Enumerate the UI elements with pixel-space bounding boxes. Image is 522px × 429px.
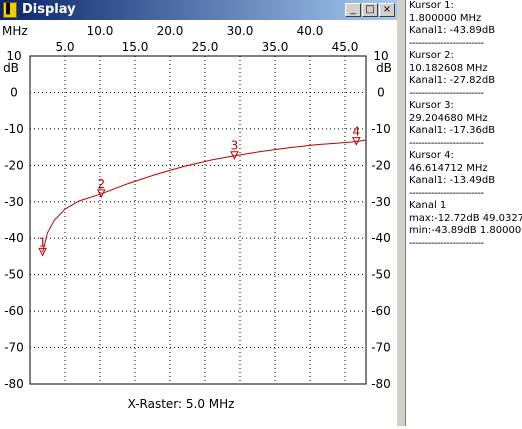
y-tick-label-right: -70	[371, 341, 391, 355]
y-tick-label-right: -80	[371, 377, 391, 391]
plot-panel: 10 10 0 0 -10 -10 -20 -20 -30 -30 -40 -40 -50 -50 -60 -…	[0, 20, 397, 426]
cursor-readout-panel: Kursor 1: 1.800000 MHz Kanal1: -43.89dB ---…	[405, 0, 522, 426]
y-tick-label-right: -20	[371, 158, 391, 172]
y-tick-label-left: -60	[4, 304, 24, 318]
readout-line: Kanal 1	[409, 200, 447, 211]
y-tick-label-left: -40	[4, 231, 24, 245]
readout-line: 10.182608 MHz	[409, 62, 488, 74]
readout-line: max:-12.72dB 49.0327	[409, 212, 522, 224]
y-tick-label-left: -30	[4, 195, 24, 209]
minimize-button[interactable]: _	[345, 3, 361, 17]
close-button[interactable]: ×	[379, 3, 395, 17]
y-tick-label-left: -80	[4, 377, 24, 391]
splitter[interactable]	[398, 0, 405, 426]
maximize-button[interactable]: □	[362, 3, 378, 17]
trace-line	[42, 139, 366, 253]
y-tick-label-right: -60	[371, 304, 391, 318]
x-raster-label: X-Raster: 5.0 MHz	[128, 397, 235, 411]
x-tick-label-top: 40.0	[297, 24, 324, 38]
x-tick-label-top: 30.0	[227, 24, 254, 38]
y-tick-label-left: 0	[10, 85, 18, 99]
separator: ------------------------	[409, 237, 484, 249]
readout-line: Kanal1: -27.82dB	[409, 75, 496, 86]
y-tick-label-right: -50	[371, 268, 391, 282]
app-icon: ▌	[3, 2, 17, 18]
y-tick-label-left: -20	[4, 158, 24, 172]
readout-line: Kursor 2:	[409, 50, 454, 61]
y-tick-label-left: -70	[4, 341, 24, 355]
title-bar[interactable]: ▌ Display _ □ ×	[0, 0, 397, 20]
readout-line: Kursor 4:	[409, 150, 454, 161]
y-tick-label-right: 10	[373, 49, 388, 63]
readout-line: Kanal1: -43.89dB	[409, 25, 496, 36]
cursor-marker	[38, 247, 47, 257]
readout-line: Kursor 1:	[409, 0, 454, 11]
plot-frame	[29, 55, 367, 385]
x-tick-label-top: 20.0	[157, 24, 184, 38]
y-tick-label-right: -40	[371, 231, 391, 245]
separator: ------------------------	[409, 187, 484, 199]
separator: ------------------------	[409, 137, 484, 149]
separator: ------------------------	[409, 37, 484, 49]
cursor-label: 3	[231, 139, 239, 153]
spectrum-chart: 10 10 0 0 -10 -10 -20 -20 -30 -30 -40 -40 -50 -50 -60 -…	[2, 24, 392, 411]
separator: ------------------------	[409, 87, 484, 99]
readout-line: 1.800000 MHz	[409, 12, 482, 24]
cursor-marker	[230, 151, 239, 160]
readout-line: Kanal1: -13.49dB	[409, 175, 496, 186]
y-tick-label-right: 0	[377, 85, 385, 99]
readout-line: min:-43.89dB 1.800000	[409, 225, 522, 236]
y-tick-label-left: 10	[6, 49, 21, 63]
y-unit-left: dB	[3, 61, 19, 75]
x-tick-label-bottom: 5.0	[55, 40, 74, 54]
y-tick-label-right: -30	[371, 195, 391, 209]
x-tick-label-bottom: 15.0	[122, 40, 149, 54]
readout-line: 46.614712 MHz	[409, 162, 488, 174]
display-window: ▌ Display _ □ × 10 10 0 0 -10 -10 -20 -20 -30 -30…	[0, 0, 399, 426]
x-unit: MHz	[2, 24, 28, 38]
readout-line: Kanal1: -17.36dB	[409, 125, 496, 136]
y-tick-label-left: -10	[4, 122, 24, 136]
y-unit-right: dB	[376, 61, 392, 75]
y-tick-label-right: -10	[371, 122, 391, 136]
x-tick-label-bottom: 35.0	[262, 40, 289, 54]
cursor-label: 4	[352, 125, 360, 139]
x-tick-label-bottom: 45.0	[332, 40, 359, 54]
y-tick-label-left: -50	[4, 268, 24, 282]
cursor-label: 2	[97, 177, 105, 191]
window-title: Display	[22, 2, 76, 17]
cursor-marker	[351, 137, 361, 146]
x-tick-label-bottom: 25.0	[192, 40, 219, 54]
cursor-marker	[96, 189, 106, 198]
readout-line: Kursor 3:	[409, 100, 454, 111]
cursor-label: 1	[39, 235, 47, 249]
readout-line: 29.204680 MHz	[409, 112, 488, 124]
x-tick-label-top: 10.0	[87, 24, 114, 38]
